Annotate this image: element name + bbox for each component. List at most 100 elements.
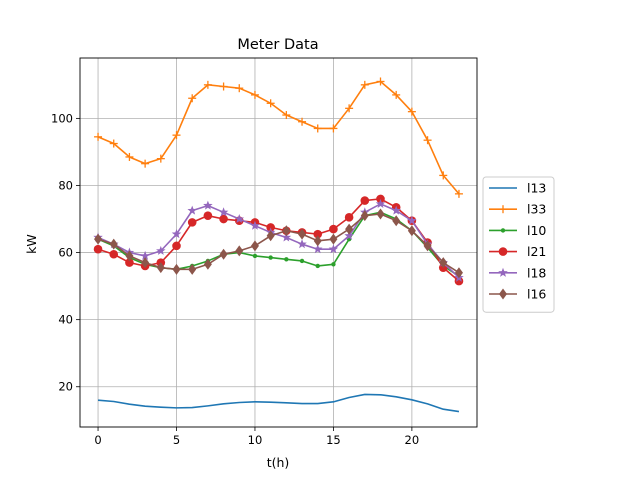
legend-box <box>482 176 555 313</box>
data-point-l21 <box>109 249 119 259</box>
data-point-l21 <box>93 244 103 254</box>
data-point-l21 <box>454 276 464 286</box>
data-point-l18 <box>391 205 401 215</box>
data-point-l18 <box>297 239 307 249</box>
data-point-l16 <box>219 248 228 260</box>
data-point-l10 <box>331 262 336 267</box>
y-axis: 20 40 60 80 100 <box>51 111 80 394</box>
data-point-l33 <box>125 152 134 161</box>
legend-entry-l18: l18 <box>489 265 546 280</box>
x-tick-label: 5 <box>173 433 180 447</box>
legend-marker <box>498 267 508 277</box>
series-l16 <box>94 208 463 279</box>
data-point-l18 <box>250 220 260 230</box>
x-tick-label: 20 <box>405 433 420 447</box>
data-point-l18 <box>234 214 245 224</box>
data-point-l21 <box>187 218 197 227</box>
data-point-l21 <box>376 194 385 204</box>
data-point-l33 <box>235 84 244 93</box>
data-point-l33 <box>298 117 307 126</box>
data-point-l18 <box>203 200 213 210</box>
data-point-l33 <box>345 104 354 113</box>
data-point-l16 <box>360 210 369 222</box>
legend-entry-l21: l21 <box>489 244 546 259</box>
data-point-l16 <box>203 258 212 270</box>
y-tick-label: 20 <box>58 380 73 394</box>
data-point-l33 <box>109 139 118 148</box>
data-point-l16 <box>172 263 181 275</box>
data-point-l33 <box>266 99 275 108</box>
legend-entry-l33: l33 <box>489 202 546 217</box>
series-line-l13 <box>97 393 460 413</box>
data-point-l33 <box>188 94 197 103</box>
legend-entry-l13: l13 <box>489 181 546 196</box>
data-point-l33 <box>219 82 228 91</box>
series-group <box>93 77 464 413</box>
legend-marker <box>499 288 507 300</box>
data-point-l16 <box>141 257 150 269</box>
data-point-l18 <box>281 232 292 242</box>
y-tick-label: 80 <box>58 178 73 192</box>
data-point-l16 <box>376 208 385 220</box>
data-point-l33 <box>392 90 401 99</box>
x-axis: 0 5 10 15 20 <box>94 427 419 447</box>
data-point-l16 <box>454 267 463 279</box>
data-point-l16 <box>423 240 432 252</box>
y-tick-label: 40 <box>58 313 73 327</box>
legend-marker <box>500 228 506 233</box>
data-point-l21 <box>329 224 338 234</box>
data-point-l33 <box>423 136 432 145</box>
y-tick-label: 60 <box>58 246 73 260</box>
data-point-l10 <box>315 263 320 269</box>
data-point-l33 <box>282 111 291 120</box>
data-point-l16 <box>329 233 338 245</box>
data-point-l16 <box>313 235 322 247</box>
data-point-l33 <box>156 154 165 163</box>
data-point-l16 <box>125 250 134 262</box>
data-point-l18 <box>187 205 197 215</box>
series-line-l33 <box>97 80 460 195</box>
data-point-l16 <box>250 240 259 252</box>
data-point-l16 <box>282 225 291 237</box>
data-point-l33 <box>454 189 463 198</box>
data-point-l18 <box>171 229 182 239</box>
legend-entry-l10: l10 <box>489 223 546 238</box>
data-point-l33 <box>407 107 416 116</box>
data-point-l21 <box>266 223 275 232</box>
data-point-l33 <box>141 159 150 168</box>
data-point-l10 <box>284 257 289 262</box>
data-point-l33 <box>313 124 322 133</box>
legend-label: l10 <box>527 223 546 238</box>
legend-label: l16 <box>527 287 546 302</box>
data-point-l18 <box>407 215 417 225</box>
data-point-l18 <box>312 244 323 254</box>
data-point-l16 <box>188 263 197 275</box>
data-point-l16 <box>235 245 244 257</box>
data-point-l21 <box>219 214 228 224</box>
data-point-l10 <box>299 258 305 264</box>
legend-marker <box>498 247 508 256</box>
data-point-l16 <box>298 228 307 240</box>
legend-label: l33 <box>527 202 546 217</box>
series-l33 <box>94 77 463 198</box>
data-point-l16 <box>439 257 448 269</box>
data-point-l33 <box>439 171 448 180</box>
x-tick-label: 0 <box>94 433 101 447</box>
data-point-l33 <box>329 124 338 133</box>
data-point-l18 <box>156 245 166 255</box>
y-tick-label: 100 <box>51 111 73 125</box>
data-point-l16 <box>109 238 118 250</box>
legend: l13 l33 l10 l21 l18 l16 <box>482 176 555 313</box>
data-point-l18 <box>328 244 339 254</box>
series-line-l18 <box>97 203 460 279</box>
data-point-l33 <box>376 77 385 86</box>
data-point-l21 <box>313 229 323 239</box>
data-point-l21 <box>344 213 354 222</box>
series-l13 <box>97 393 460 413</box>
legend-label: l21 <box>527 244 546 259</box>
data-point-l21 <box>125 258 134 267</box>
data-point-l16 <box>156 262 165 274</box>
data-point-l33 <box>203 80 212 89</box>
